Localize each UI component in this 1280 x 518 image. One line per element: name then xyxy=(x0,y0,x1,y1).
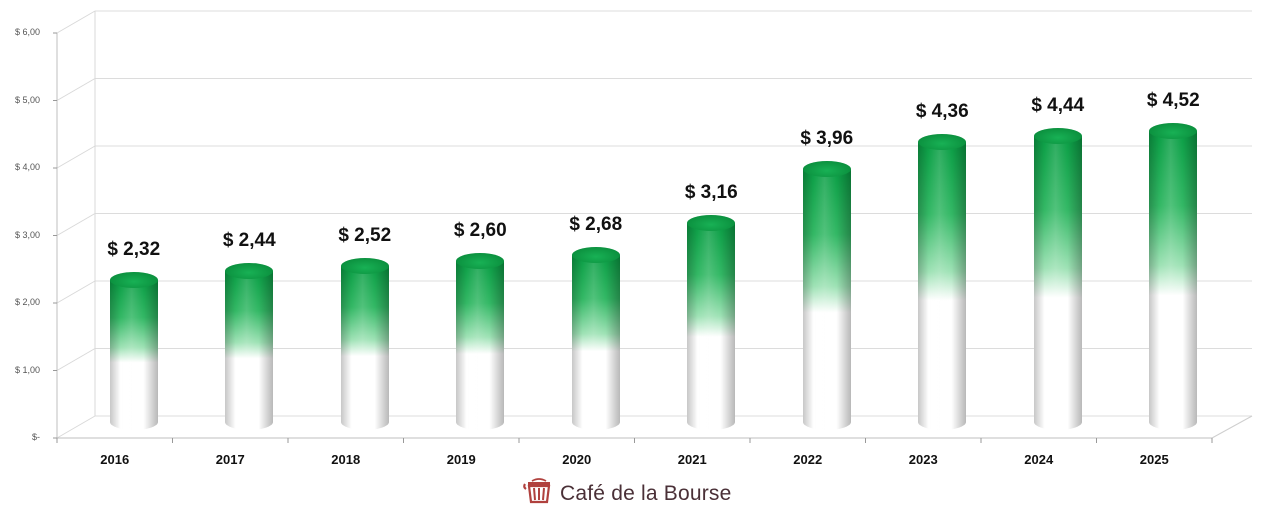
cylinder-body xyxy=(109,279,158,430)
x-tick-label: 2019 xyxy=(446,452,476,467)
cylinder-body xyxy=(456,260,505,430)
coffee-cup-icon xyxy=(522,478,552,509)
bar-2022 xyxy=(802,160,851,430)
cylinder-cap xyxy=(456,252,505,269)
bar-2021 xyxy=(687,214,736,430)
data-label: $ 3,16 xyxy=(684,181,738,203)
y-tick-label: $- xyxy=(31,432,40,442)
cylinder-body xyxy=(340,266,389,430)
cylinder-body xyxy=(225,271,274,430)
cylinder-body xyxy=(802,168,851,430)
y-tick-label: $ 4,00 xyxy=(14,162,40,172)
bar-2016 xyxy=(109,271,158,430)
bar-2020 xyxy=(571,247,620,430)
bar-2018 xyxy=(340,258,389,430)
data-label: $ 2,32 xyxy=(107,238,161,260)
cylinder-body xyxy=(571,255,620,430)
bar-2017 xyxy=(225,263,274,430)
y-tick-label: $ 3,00 xyxy=(14,229,40,240)
bar-2024 xyxy=(1033,128,1082,430)
bar-2023 xyxy=(918,133,967,430)
cylinder-cap xyxy=(802,160,851,177)
y-tick-label: $ 6,00 xyxy=(14,27,40,37)
x-tick-label: 2017 xyxy=(215,452,245,467)
cylinder-cap xyxy=(571,247,620,264)
data-label: $ 2,52 xyxy=(338,225,392,246)
data-label: $ 4,36 xyxy=(915,100,969,122)
data-label: $ 2,44 xyxy=(222,230,276,252)
cylinder-cap xyxy=(225,263,274,280)
x-tick-label: 2022 xyxy=(793,452,823,467)
data-label: $ 4,44 xyxy=(1031,95,1085,117)
cylinder-cap xyxy=(1033,128,1082,145)
data-label: $ 2,68 xyxy=(569,214,623,236)
bar-2025 xyxy=(1149,123,1198,430)
x-tick-label: 2021 xyxy=(677,452,707,467)
x-tick-label: 2020 xyxy=(562,452,592,467)
cylinder-cap xyxy=(918,133,967,150)
bar-2019 xyxy=(456,252,505,430)
cylinder-body xyxy=(1033,136,1082,430)
cylinder-cap xyxy=(1149,123,1198,139)
data-label: $ 4,52 xyxy=(1146,90,1200,111)
x-tick-label: 2025 xyxy=(1139,452,1169,467)
x-tick-label: 2023 xyxy=(908,452,938,467)
cylinder-cap xyxy=(109,271,158,288)
brand-logo: Café de la Bourse xyxy=(522,478,732,509)
y-tick-label: $ 2,00 xyxy=(14,297,40,307)
cylinder-body xyxy=(687,222,736,430)
x-tick-label: 2016 xyxy=(100,452,130,467)
x-tick-label: 2024 xyxy=(1024,452,1054,467)
cylinder-cap xyxy=(687,214,736,231)
cylinder-body xyxy=(918,141,967,430)
brand-name: Café de la Bourse xyxy=(560,481,732,505)
y-tick-label: $ 1,00 xyxy=(14,364,40,375)
cylinder-body xyxy=(1149,131,1198,430)
cylinder-cap xyxy=(340,258,389,274)
y-tick-label: $ 5,00 xyxy=(14,94,40,105)
data-label: $ 3,96 xyxy=(800,127,854,149)
x-tick-label: 2018 xyxy=(331,452,361,467)
data-label: $ 2,60 xyxy=(453,219,507,241)
